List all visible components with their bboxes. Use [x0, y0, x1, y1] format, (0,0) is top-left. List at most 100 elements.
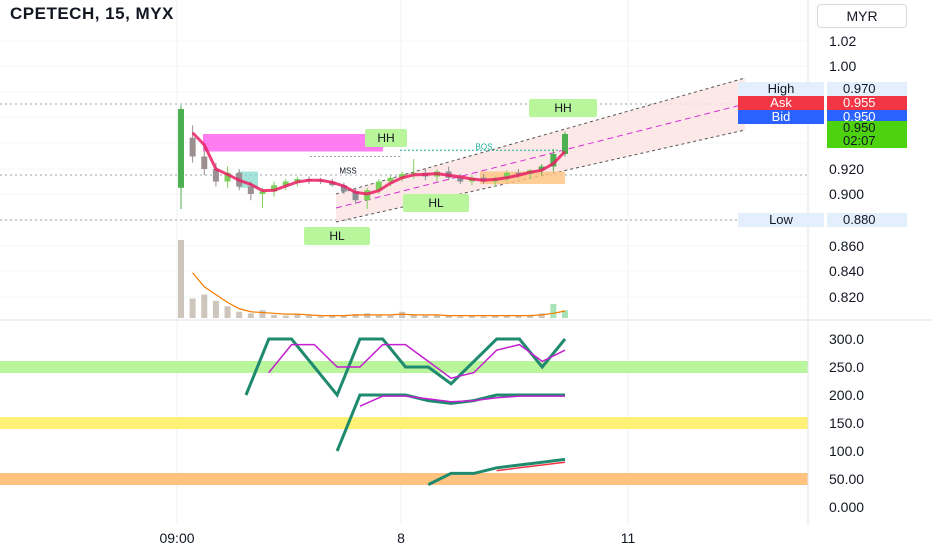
indicator-series-line	[359, 395, 565, 407]
x-axis-label: 11	[620, 530, 636, 546]
indicator-axis-tick: 250.0	[829, 359, 865, 375]
bar-countdown: 02:07	[827, 134, 907, 148]
ask-label: Ask	[738, 96, 824, 110]
indicator-series-line	[427, 457, 566, 486]
order-block-zones	[203, 134, 565, 188]
grid	[0, 0, 808, 525]
indicator-bands	[0, 361, 808, 485]
order-block-bearish	[203, 134, 383, 152]
volume-bar	[294, 314, 301, 318]
volume-bar	[364, 313, 371, 318]
volume-bar	[399, 311, 406, 318]
candle-body	[457, 177, 464, 182]
volume-bar	[480, 316, 487, 318]
volume-bar	[468, 315, 475, 318]
volume-bar	[492, 315, 499, 318]
low-label: Low	[738, 213, 824, 227]
volume-bar	[201, 294, 208, 318]
last-price-value: 0.950	[827, 121, 907, 135]
x-axis-label: 09:00	[159, 530, 195, 546]
volume-bar	[329, 314, 336, 318]
indicator-series-line	[244, 337, 567, 398]
volume-bar	[410, 314, 417, 318]
channel-upper-line	[335, 77, 746, 195]
order-block-bullish	[480, 171, 565, 184]
symbol-title: CPETECH, 15, MYX	[10, 4, 174, 23]
channel-lower-line	[335, 129, 746, 223]
volume-bar	[538, 313, 545, 318]
volume-bar	[247, 313, 254, 318]
candle-body	[259, 191, 266, 194]
hl-label: HL	[304, 227, 370, 245]
candle-body	[294, 179, 301, 182]
candle-body	[562, 134, 568, 154]
mss-label: MSS	[339, 166, 357, 176]
high-value: 0.970	[827, 82, 907, 96]
volume-bar	[375, 314, 382, 318]
bid-label: Bid	[738, 110, 824, 124]
price-axis-tick: 1.00	[829, 58, 857, 74]
candle-body	[189, 137, 196, 157]
candle-body	[271, 185, 278, 192]
candle-body	[201, 156, 208, 169]
volume-bar	[387, 315, 394, 318]
price-axis-tick: 0.840	[829, 263, 865, 279]
candle-body	[538, 166, 545, 171]
volume-bar	[178, 240, 184, 318]
volume-bar	[306, 315, 312, 318]
volume-bar	[457, 316, 464, 318]
candle-body	[399, 174, 406, 178]
candle-body	[212, 169, 219, 182]
volume-bars	[178, 240, 568, 318]
price-axis-tick: 0.860	[829, 238, 865, 254]
price-axis-tick: 0.820	[829, 289, 865, 305]
candle-body	[352, 191, 359, 201]
candle-body	[282, 181, 289, 186]
volume-bar	[317, 316, 324, 318]
volume-bar	[282, 315, 289, 318]
volume-ma-line	[192, 272, 566, 317]
indicator-band	[0, 417, 808, 429]
candle-body	[224, 172, 231, 182]
volume-bar	[224, 306, 231, 318]
hl-label: HL	[403, 194, 469, 212]
x-axis-label: 8	[397, 530, 405, 546]
volume-bar	[434, 314, 440, 318]
indicator-series-line	[496, 461, 566, 472]
price-axis-tick: 0.920	[829, 161, 865, 177]
hh-label: HH	[529, 99, 597, 117]
indicator-lines	[244, 337, 567, 486]
hh-label: HH	[365, 129, 407, 147]
high-label: High	[738, 82, 824, 96]
candle-body	[340, 185, 347, 192]
volume-bar	[271, 314, 278, 318]
low-value: 0.880	[827, 213, 907, 227]
indicator-axis-tick: 300.0	[829, 331, 865, 347]
indicator-series-line	[335, 393, 565, 452]
channel-midline	[335, 103, 746, 209]
candlesticks	[178, 105, 568, 209]
indicator-axis-tick: 0.000	[829, 499, 865, 515]
pane-separators	[0, 0, 932, 525]
fair-value-gap	[238, 171, 258, 188]
moving-average-line	[191, 131, 567, 196]
volume-bar	[189, 298, 196, 318]
bos-label: BOS	[475, 142, 493, 152]
candle-body	[247, 186, 254, 194]
indicator-axis-tick: 50.00	[829, 471, 865, 487]
volume-bar	[562, 310, 568, 318]
currency-button[interactable]: MYR	[817, 4, 907, 28]
candle-body	[387, 177, 394, 182]
indicator-axis-tick: 200.0	[829, 387, 865, 403]
indicator-series-line	[268, 343, 566, 380]
candle-body	[550, 154, 557, 167]
volume-bar	[527, 314, 534, 318]
price-axis-tick: 0.900	[829, 186, 865, 202]
indicator-axis-tick: 150.0	[829, 415, 865, 431]
volume-bar	[515, 315, 522, 318]
volume-bar	[236, 311, 243, 318]
volume-bar	[212, 300, 219, 318]
volume-bar	[550, 303, 557, 318]
candle-body	[375, 181, 382, 191]
